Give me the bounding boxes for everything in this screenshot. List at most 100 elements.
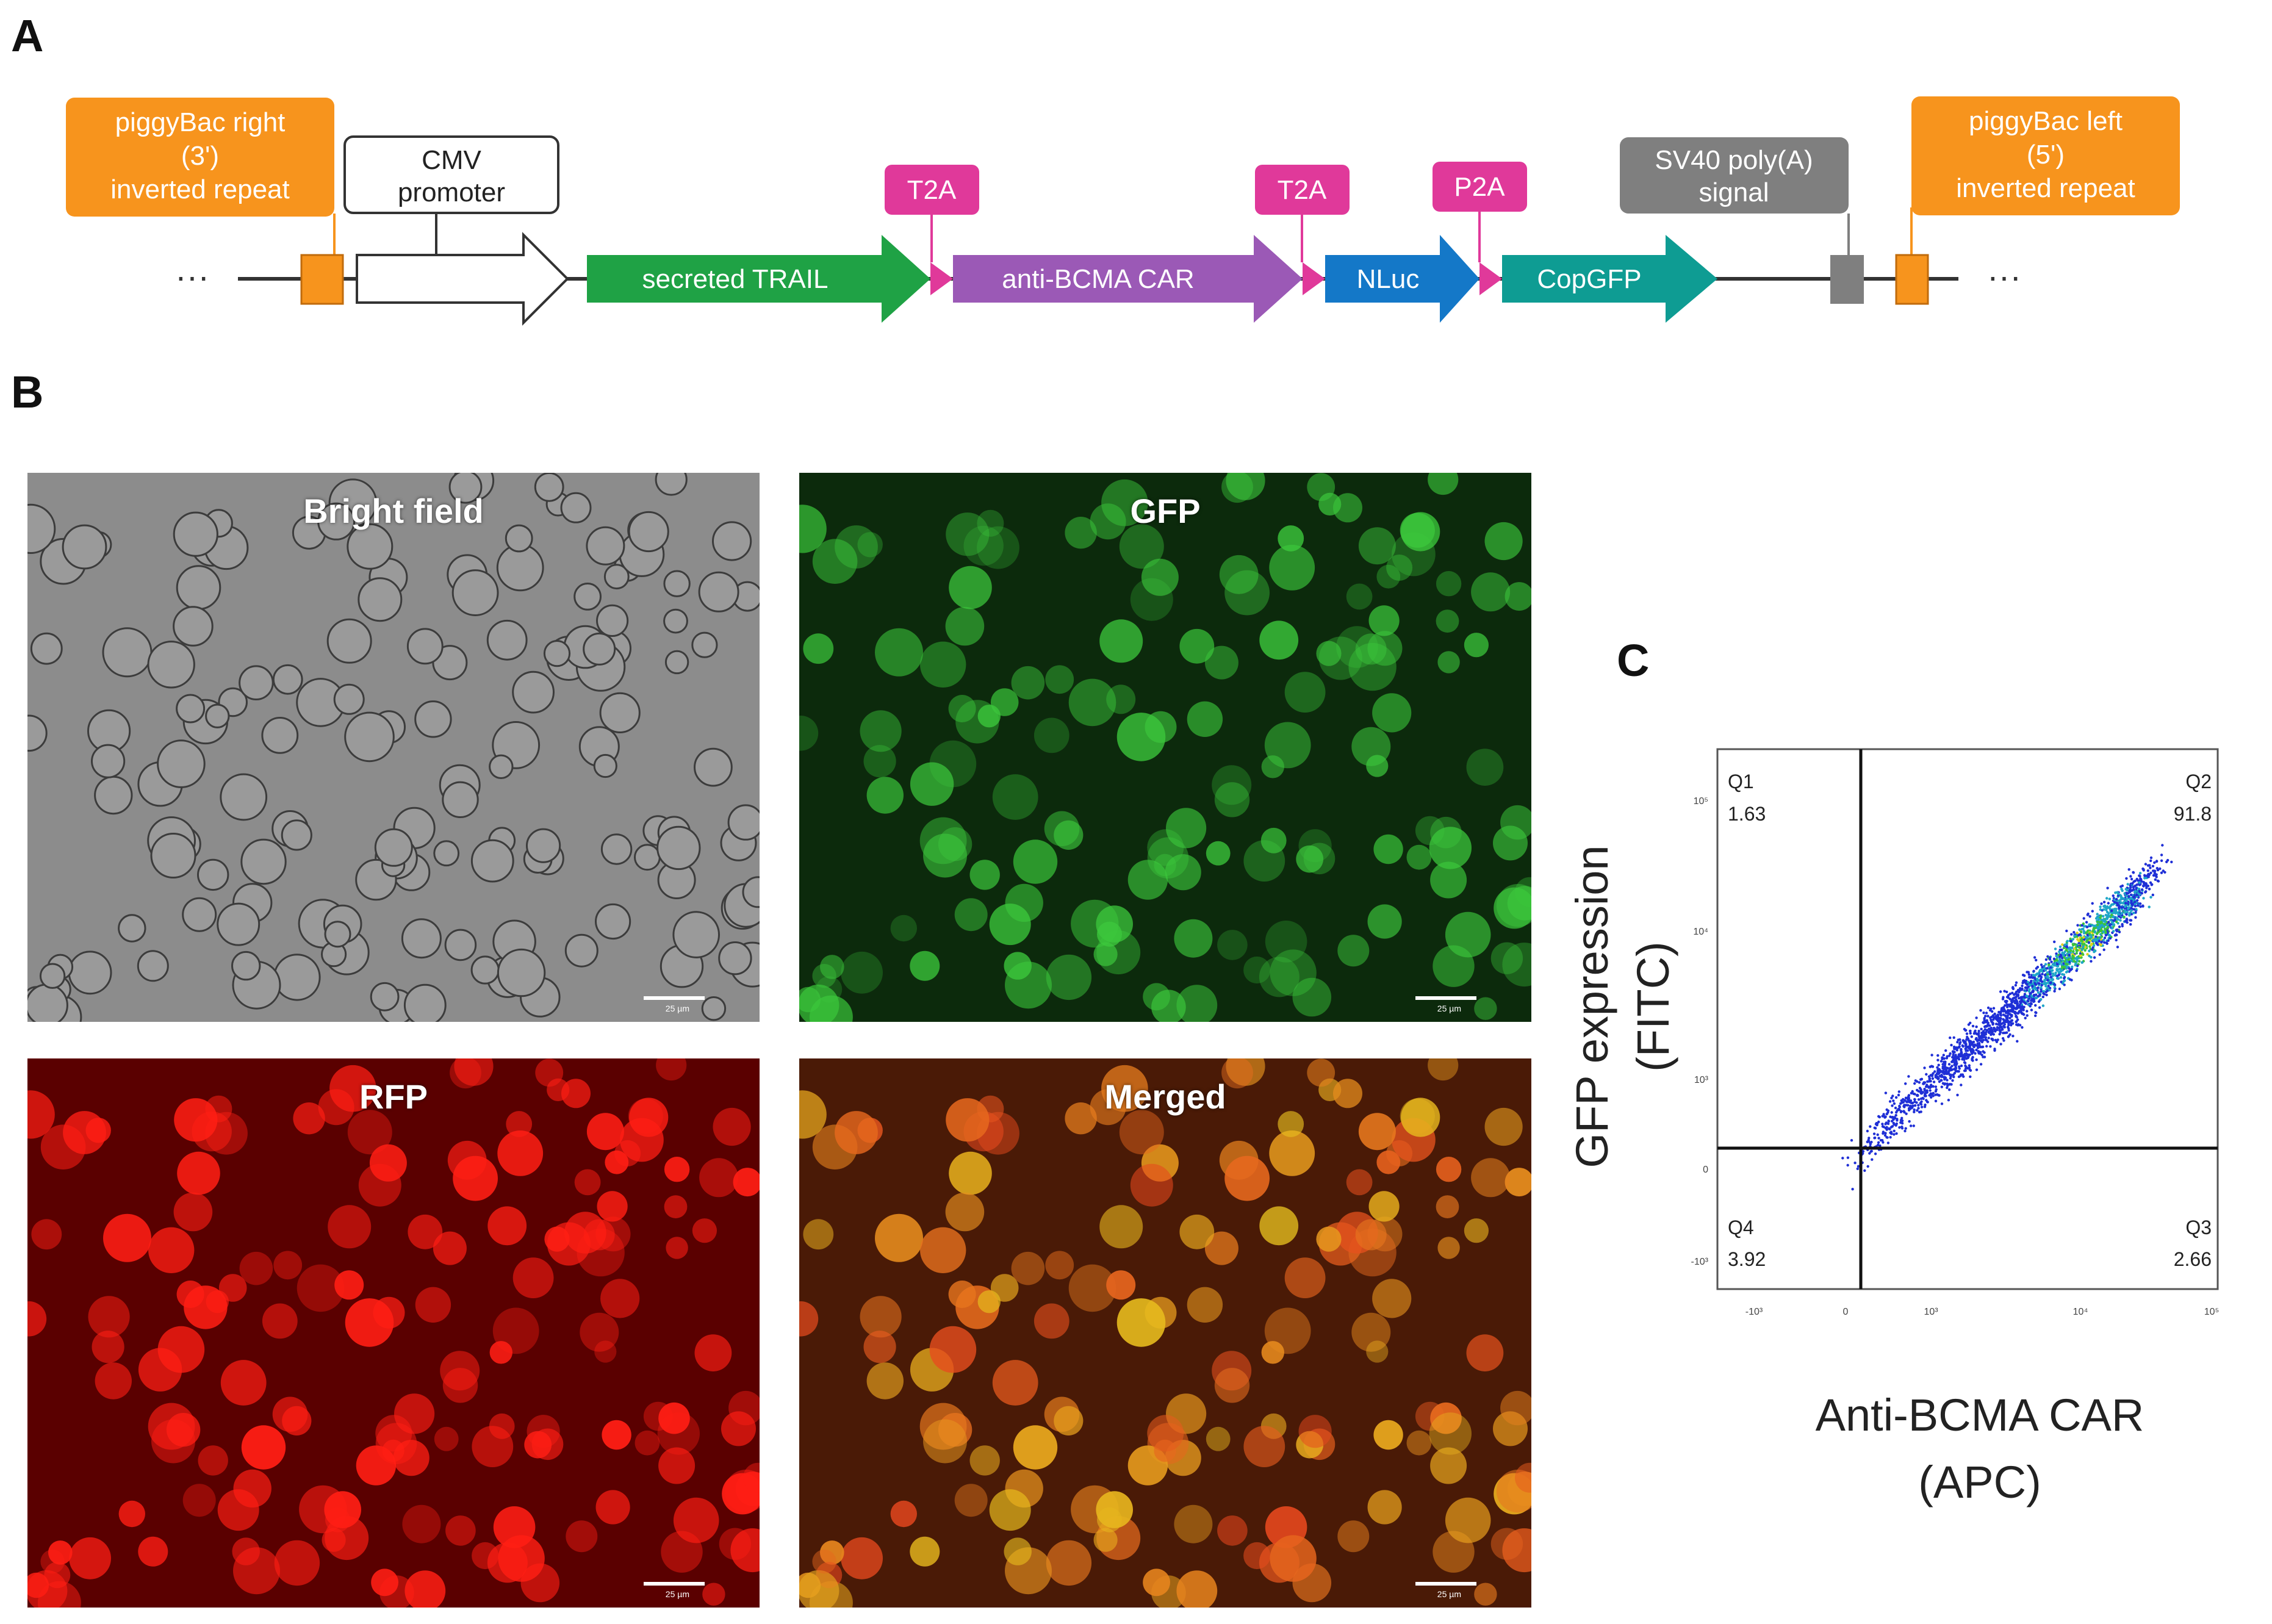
scatter-point bbox=[2060, 980, 2063, 983]
scatter-point bbox=[1953, 1068, 1956, 1071]
scatter-point bbox=[2007, 1021, 2010, 1024]
merged-cell bbox=[1013, 1425, 1058, 1470]
scatter-point bbox=[1919, 1102, 1923, 1106]
scatter-point bbox=[1877, 1120, 1880, 1124]
rfp-cell bbox=[402, 1504, 441, 1543]
scatter-point bbox=[2068, 960, 2071, 964]
scatter-point bbox=[2140, 892, 2143, 895]
scatter-point bbox=[2123, 915, 2126, 919]
scatter-point bbox=[2072, 947, 2076, 950]
scatter-point bbox=[2001, 1027, 2004, 1030]
scatter-point bbox=[2133, 897, 2136, 900]
scatter-point bbox=[2024, 1001, 2027, 1005]
scatter-point bbox=[1982, 1021, 1985, 1024]
scatter-point bbox=[2117, 906, 2121, 910]
scatter-point bbox=[1954, 1047, 1957, 1051]
bright-cell bbox=[727, 804, 760, 841]
scatter-point bbox=[2088, 940, 2091, 943]
scatter-point bbox=[2076, 955, 2079, 959]
scatter-point bbox=[2033, 982, 2037, 985]
gfp-cell bbox=[1034, 717, 1069, 753]
scatter-point bbox=[2035, 981, 2038, 985]
scatter-point bbox=[2099, 943, 2102, 946]
scatter-point bbox=[1916, 1094, 1919, 1098]
bright-cell bbox=[534, 473, 564, 502]
scatter-point bbox=[2032, 990, 2035, 993]
scatter-point bbox=[2055, 968, 2058, 971]
nluc-arrow bbox=[1325, 235, 1479, 323]
bright-cell bbox=[182, 897, 217, 932]
scatter-point bbox=[2055, 964, 2058, 968]
scatter-point bbox=[2131, 902, 2134, 906]
scatter-point bbox=[2134, 884, 2137, 888]
scatter-point bbox=[2126, 892, 2129, 896]
bright-field-scale-text: 25 µm bbox=[665, 1004, 689, 1013]
rfp-cell bbox=[92, 1331, 124, 1364]
scatter-point bbox=[2070, 979, 2073, 982]
scatter-point bbox=[1963, 1062, 1967, 1065]
scatter-point bbox=[2044, 985, 2047, 988]
scatter-point bbox=[2108, 925, 2111, 928]
scatter-point bbox=[1955, 1063, 1958, 1066]
merged-cell bbox=[992, 1360, 1038, 1406]
scatter-point bbox=[2000, 1007, 2004, 1010]
scatter-point bbox=[2143, 882, 2146, 885]
gfp-scale-text: 25 µm bbox=[1437, 1004, 1461, 1013]
scatter-point bbox=[1861, 1150, 1865, 1153]
gfp-cell bbox=[1154, 853, 1176, 877]
gfp-cell bbox=[1176, 985, 1218, 1022]
scatter-point bbox=[2124, 912, 2127, 915]
scatter-point bbox=[1973, 1043, 1977, 1046]
gfp-cell bbox=[1401, 512, 1440, 552]
bright-cell bbox=[273, 954, 321, 1001]
scatter-point bbox=[1999, 1017, 2002, 1020]
scatter-point bbox=[1934, 1074, 1937, 1077]
scatter-point bbox=[2027, 973, 2030, 976]
scatter-point bbox=[2134, 895, 2137, 898]
bright-cell bbox=[470, 839, 514, 883]
bright-cell bbox=[564, 933, 599, 968]
scatter-point bbox=[2010, 1013, 2013, 1017]
scatter-point bbox=[2038, 993, 2041, 996]
scatter-point bbox=[2116, 922, 2119, 925]
rfp-cell bbox=[328, 1205, 372, 1249]
scatter-point bbox=[2030, 974, 2033, 977]
scatter-point bbox=[2148, 873, 2151, 877]
gfp-cell bbox=[875, 628, 923, 677]
scatter-point bbox=[1993, 1029, 1996, 1032]
scatter-point bbox=[2022, 974, 2026, 977]
scatter-point bbox=[2138, 891, 2142, 894]
scatter-point bbox=[2082, 936, 2085, 939]
scatter-point bbox=[1873, 1137, 1876, 1140]
scatter-point bbox=[2110, 910, 2113, 914]
scatter-point bbox=[1967, 1046, 1970, 1049]
scatter-point bbox=[1969, 1040, 1972, 1043]
scatter-point bbox=[2057, 960, 2060, 963]
rfp-cell bbox=[217, 1489, 259, 1531]
scatter-point bbox=[2055, 968, 2058, 972]
scatter-point bbox=[1936, 1058, 1939, 1062]
gfp-cell bbox=[1430, 861, 1467, 899]
rfp-cell bbox=[31, 1219, 62, 1250]
scatter-point bbox=[1902, 1105, 1905, 1108]
piggybac-right-label-2: (3') bbox=[181, 141, 219, 171]
gfp-cell bbox=[857, 532, 883, 558]
scatter-point bbox=[2119, 914, 2123, 917]
scatter-point bbox=[2066, 950, 2070, 954]
scatter-point bbox=[2026, 999, 2029, 1002]
scatter-point bbox=[2054, 983, 2057, 986]
scatter-point bbox=[2034, 978, 2037, 981]
scatter-point bbox=[2031, 996, 2035, 999]
scatter-point bbox=[1867, 1138, 1870, 1142]
scatter-point bbox=[1972, 1045, 1975, 1049]
rfp-label: RFP bbox=[359, 1077, 428, 1116]
gfp-cell bbox=[1270, 949, 1317, 996]
scatter-point bbox=[1977, 1032, 1980, 1035]
scatter-point bbox=[2040, 987, 2043, 991]
scatter-point bbox=[2043, 993, 2046, 996]
scatter-point bbox=[2080, 956, 2083, 959]
scatter-point bbox=[1869, 1125, 1872, 1128]
scatter-point bbox=[2148, 888, 2151, 891]
gfp-cell bbox=[1367, 631, 1403, 666]
scatter-point bbox=[1974, 1029, 1977, 1033]
